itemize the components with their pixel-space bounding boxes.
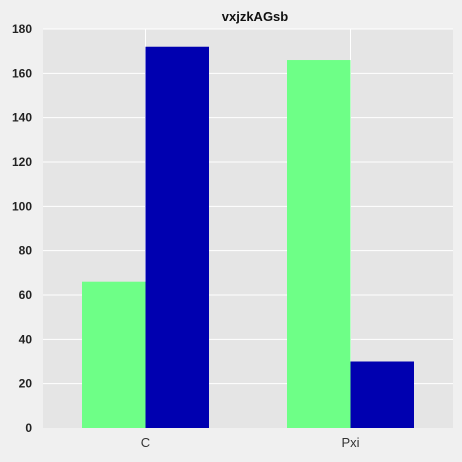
x-axis-ticks: C Pxi <box>141 435 360 450</box>
y-tick-label-120: 120 <box>12 155 32 169</box>
y-tick-label-0: 0 <box>25 421 32 435</box>
y-tick-label-140: 140 <box>12 111 32 125</box>
y-tick-label-60: 60 <box>19 288 33 302</box>
y-tick-label-80: 80 <box>19 244 33 258</box>
y-tick-label-160: 160 <box>12 66 32 80</box>
bar-series1-pxi <box>287 60 351 429</box>
x-tick-label-c: C <box>141 435 150 450</box>
y-tick-label-100: 100 <box>12 199 32 213</box>
bar-series2-pxi <box>350 361 414 428</box>
chart-title: vxjzkAGsb <box>222 9 289 24</box>
y-tick-label-20: 20 <box>19 377 33 391</box>
y-tick-label-180: 180 <box>12 22 32 36</box>
y-tick-label-40: 40 <box>19 332 33 346</box>
bar-series2-c <box>145 46 209 428</box>
bars <box>82 46 414 429</box>
bar-series1-c <box>82 281 146 428</box>
y-axis-ticks: 0 20 40 60 80 100 120 140 160 180 <box>12 22 32 435</box>
x-tick-label-pxi: Pxi <box>341 435 359 450</box>
